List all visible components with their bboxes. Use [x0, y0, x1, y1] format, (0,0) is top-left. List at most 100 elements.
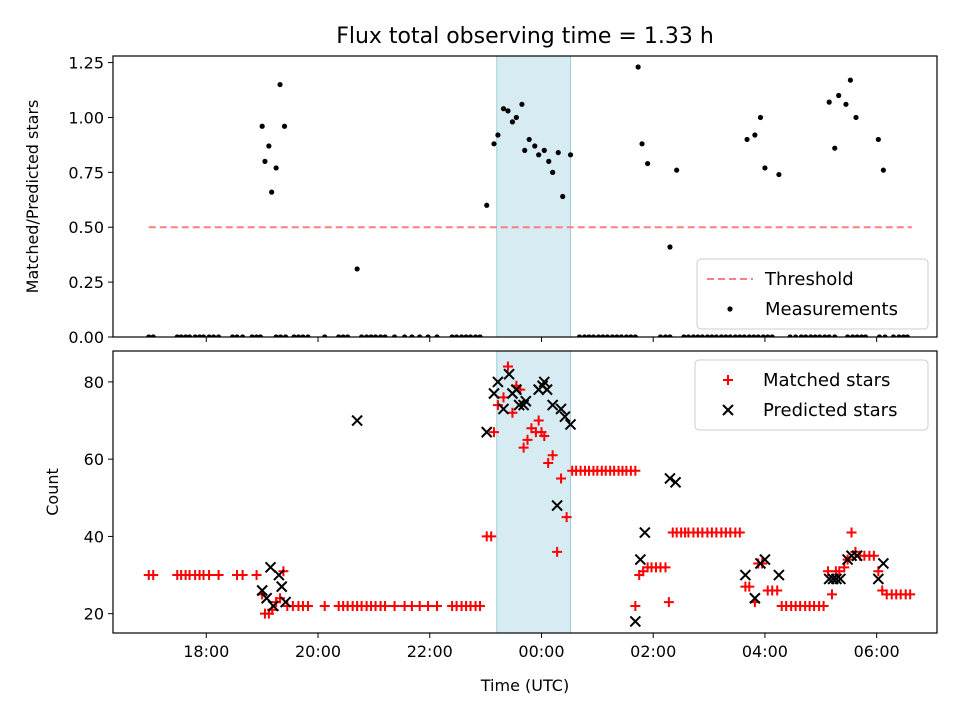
data-point [526, 136, 532, 143]
data-point [876, 334, 883, 337]
data-point [817, 334, 823, 337]
data-point [519, 101, 525, 107]
data-point [484, 202, 490, 208]
data-point [547, 450, 558, 461]
data-point [500, 106, 507, 112]
data-point [560, 193, 566, 200]
data-point [561, 512, 572, 523]
data-point [372, 334, 379, 337]
data-point [491, 141, 497, 147]
data-point [358, 334, 365, 337]
data-point [822, 334, 828, 337]
figure-title: Flux total observing time = 1.33 h [336, 24, 714, 49]
data-point [718, 334, 724, 337]
data-point [502, 361, 513, 372]
data-point [555, 149, 561, 156]
data-point [757, 114, 764, 121]
data-point [467, 334, 474, 337]
data-point [234, 334, 240, 337]
data-point [663, 597, 674, 608]
data-point [660, 562, 671, 573]
data-point [273, 334, 279, 337]
data-point [229, 334, 236, 337]
data-point [423, 600, 434, 611]
data-point [746, 334, 752, 337]
data-point [253, 334, 260, 337]
data-point [533, 415, 544, 426]
data-point [551, 499, 563, 512]
data-point [178, 334, 184, 337]
data-point [875, 136, 881, 143]
data-point [377, 334, 384, 337]
data-point [664, 472, 676, 485]
data-point [681, 334, 687, 337]
plot-area [143, 351, 916, 633]
data-point [302, 600, 313, 611]
data-point [213, 570, 224, 581]
data-point [890, 334, 897, 337]
data-point [713, 334, 719, 337]
data-point [204, 570, 215, 581]
data-point [629, 615, 642, 628]
data-point [639, 141, 645, 147]
data-point [632, 334, 638, 337]
data-point [604, 334, 610, 337]
data-point [846, 527, 857, 538]
y-tick-label: 0.75 [68, 163, 104, 182]
data-point [741, 334, 747, 337]
data-point [704, 334, 710, 337]
data-point [667, 334, 673, 337]
data-point [266, 143, 272, 149]
data-point [481, 426, 493, 438]
data-point [690, 334, 697, 337]
data-point [477, 334, 483, 337]
data-point [851, 550, 863, 562]
y-tick-label: 0.00 [68, 328, 104, 347]
data-point [618, 334, 624, 337]
data-point [449, 334, 455, 337]
data-point [862, 334, 869, 337]
data-point [826, 334, 832, 337]
legend-box [696, 258, 929, 330]
legend: Matched stars Predicted stars [694, 359, 929, 431]
data-point [744, 581, 755, 592]
data-point [853, 114, 859, 121]
data-point [581, 334, 588, 337]
y-tick-label: 60 [84, 450, 104, 469]
data-point [882, 334, 888, 337]
data-point [877, 557, 890, 570]
data-point [283, 334, 289, 337]
data-point [900, 334, 907, 337]
x-tick-label: 22:00 [407, 642, 453, 661]
data-point [773, 569, 785, 581]
data-point [765, 334, 771, 337]
data-point [872, 573, 885, 585]
ratio-panel: 0.00 0.25 0.50 0.75 1.00 1.25 Matched/Predicte… [23, 54, 938, 347]
data-point [657, 334, 664, 337]
data-point [192, 334, 198, 337]
data-point [541, 147, 547, 153]
data-point [432, 600, 443, 611]
data-point [215, 334, 222, 337]
data-point [546, 399, 559, 411]
data-point [319, 600, 330, 611]
data-point [832, 334, 838, 337]
data-point [556, 473, 567, 484]
data-point [279, 596, 292, 608]
data-point [351, 414, 363, 427]
legend-label: Matched stars [763, 370, 890, 391]
data-point [759, 553, 771, 566]
data-point [628, 334, 634, 337]
data-point [382, 334, 388, 337]
data-point [847, 77, 854, 83]
data-point [414, 600, 425, 611]
data-point [257, 334, 264, 337]
data-point [737, 334, 743, 337]
data-point [699, 334, 705, 337]
data-point [522, 434, 533, 445]
data-point [256, 584, 268, 597]
data-point [146, 334, 152, 337]
axes-frame [112, 350, 938, 634]
legend-label: Measurements [765, 299, 898, 320]
